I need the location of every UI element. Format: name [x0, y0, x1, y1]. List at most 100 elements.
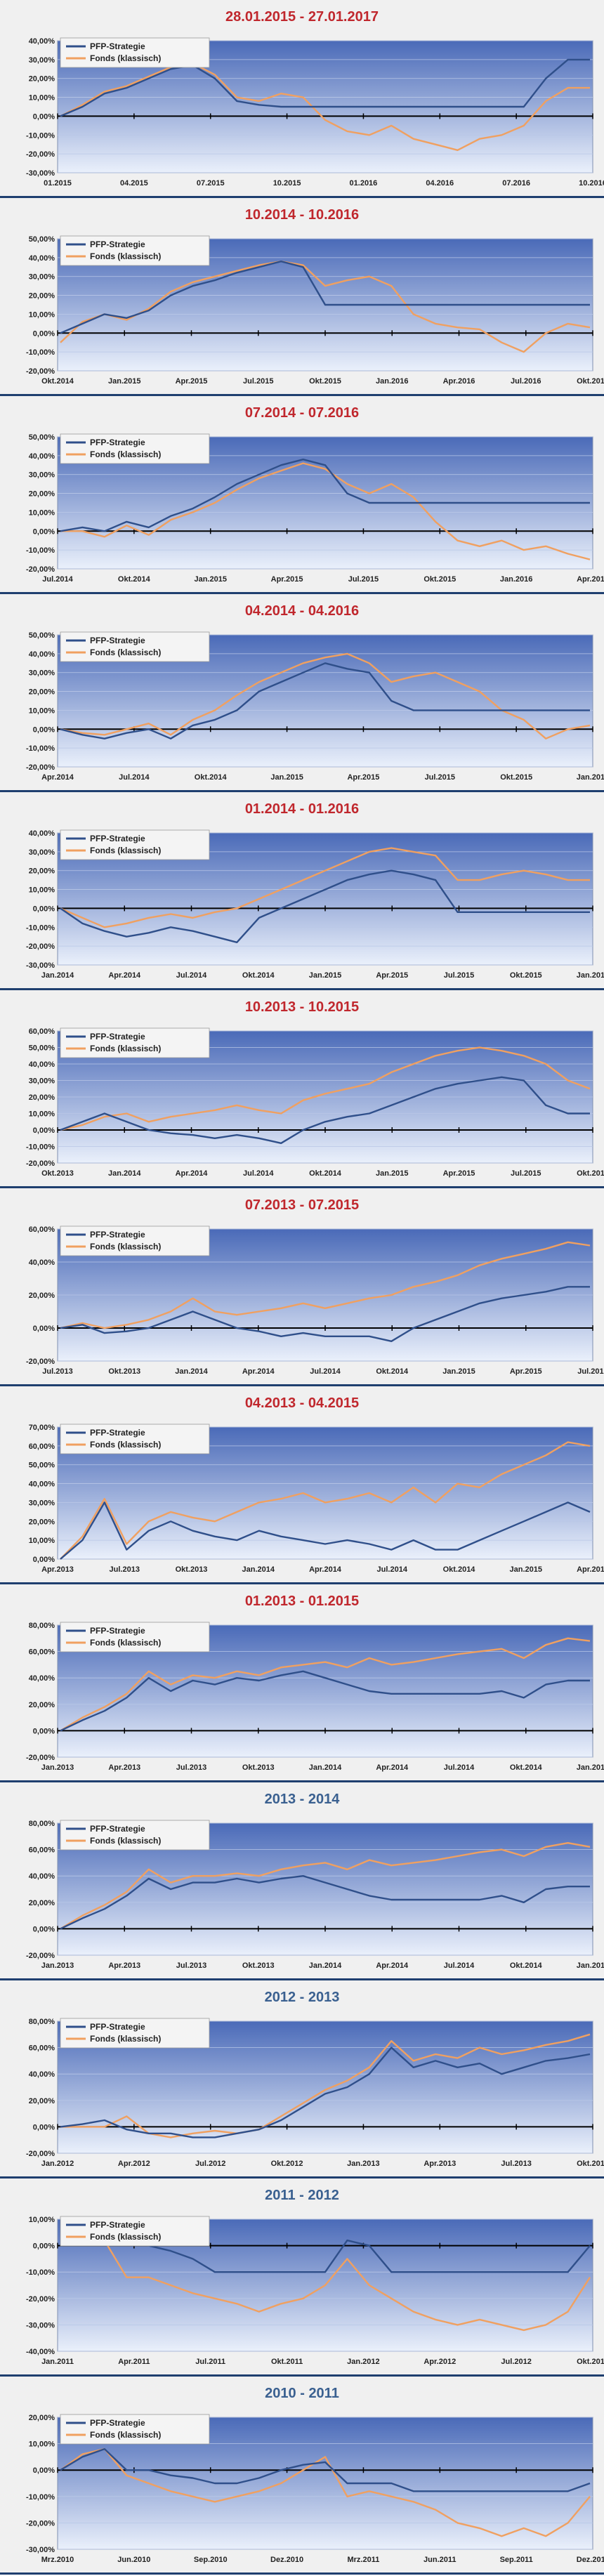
x-tick-label: Apr.2013 — [424, 2160, 456, 2168]
legend-label: Fonds (klassisch) — [90, 449, 161, 459]
series-line-pfp — [60, 458, 590, 532]
x-tick-label: Jul.2013 — [501, 2160, 531, 2168]
legend-label: Fonds (klassisch) — [90, 2430, 161, 2440]
x-tick-label: Jul.2014 — [310, 1367, 341, 1376]
y-tick-label: 80,00% — [29, 1820, 55, 1828]
x-tick-label: Mrz.2011 — [347, 2556, 379, 2564]
y-tick-label: -30,00% — [26, 2321, 55, 2329]
y-tick-label: 30,00% — [29, 669, 55, 678]
chart-title: 2010 - 2011 — [265, 2386, 339, 2401]
y-tick-label: 40,00% — [29, 829, 55, 838]
x-tick-label: Jan.2015 — [376, 1169, 408, 1178]
chart-title: 2011 - 2012 — [265, 2188, 339, 2203]
y-tick-label: 60,00% — [29, 1225, 55, 1234]
x-tick-label: Jan.2015 — [194, 575, 226, 584]
legend: PFP-Strategie Fonds (klassisch) — [60, 1622, 210, 1652]
legend: PFP-Strategie Fonds (klassisch) — [60, 1820, 210, 1851]
y-tick-label: 30,00% — [29, 1499, 55, 1507]
x-tick-label: Okt.2013 — [41, 1169, 74, 1178]
chart-title: 04.2013 - 04.2015 — [245, 1395, 359, 1411]
legend: PFP-Strategie Fonds (klassisch) — [60, 1225, 210, 1256]
series-line-fonds — [60, 847, 590, 928]
x-tick-label: Apr.2014 — [108, 971, 141, 980]
series-line-fonds — [60, 462, 591, 560]
legend-label: Fonds (klassisch) — [90, 2034, 161, 2044]
legend-box — [60, 37, 210, 68]
legend-label: Fonds (klassisch) — [90, 846, 161, 855]
x-tick-label: Apr.2014 — [376, 1961, 409, 1970]
y-tick-label: 50,00% — [29, 631, 55, 640]
x-tick-label: Apr.2015 — [443, 1169, 475, 1178]
x-tick-label: Jul.2016 — [511, 377, 541, 386]
series-line-pfp — [60, 1501, 591, 1560]
panel-separator — [0, 1582, 604, 1584]
x-tick-label: Jan.2014 — [41, 971, 74, 980]
x-tick-label: Okt.2013 — [242, 1763, 275, 1772]
x-tick-label: Okt.2014 — [443, 1565, 476, 1574]
legend-label: PFP-Strategie — [90, 239, 145, 249]
x-tick-label: Jul.2013 — [110, 1565, 140, 1574]
x-tick-label: Jan.2016 — [376, 377, 408, 386]
series-line-fonds — [60, 1441, 591, 1560]
x-tick-label: Jan.2014 — [175, 1367, 208, 1376]
y-tick-label: 0,00% — [33, 725, 55, 734]
y-tick-label: 30,00% — [29, 56, 55, 65]
y-tick-label: 0,00% — [33, 1727, 55, 1735]
y-tick-label: 0,00% — [33, 527, 55, 536]
legend-box — [60, 1027, 210, 1058]
y-tick-label: 10,00% — [29, 508, 55, 517]
y-tick-label: 0,00% — [33, 1325, 55, 1333]
y-tick-label: 50,00% — [29, 1461, 55, 1470]
legend-box — [60, 829, 210, 860]
x-tick-label: Dez.2011 — [577, 2556, 604, 2564]
y-tick-label: 0,00% — [33, 2242, 55, 2251]
y-tick-label: 10,00% — [29, 94, 55, 103]
series-line-fonds — [60, 260, 591, 353]
y-tick-label: 20,00% — [29, 292, 55, 301]
legend-label: PFP-Strategie — [90, 1824, 145, 1834]
y-tick-label: 30,00% — [29, 273, 55, 282]
x-tick-label: Sep.2010 — [194, 2556, 228, 2564]
panel-separator — [0, 1780, 604, 1782]
y-tick-label: 20,00% — [29, 1093, 55, 1102]
chart-svg: 2013 - 2014 80,00% 60,00% 40,00% 20,00% 0,00%… — [26, 1792, 604, 1970]
y-tick-label: 60,00% — [29, 1648, 55, 1657]
chart-title: 2012 - 2013 — [265, 1990, 340, 2005]
chart-title: 10.2013 - 10.2015 — [245, 999, 359, 1015]
chart-svg: 04.2014 - 04.2016 50,00% 40,00% 30,00% 20,00… — [26, 603, 604, 782]
chart-svg: 01.2013 - 01.2015 80,00% 60,00% 40,00% 20,00… — [26, 1593, 604, 1772]
y-tick-label: 0,00% — [33, 1925, 55, 1933]
x-tick-label: Apr.2015 — [271, 575, 303, 584]
y-tick-label: 10,00% — [29, 1537, 55, 1545]
y-tick-label: -10,00% — [26, 131, 55, 140]
x-tick-label: Jan.2014 — [242, 1565, 275, 1574]
legend-label: PFP-Strategie — [90, 41, 145, 51]
panel-separator — [0, 988, 604, 990]
x-tick-label: Jul.2013 — [42, 1367, 72, 1376]
y-tick-label: 10,00% — [29, 2216, 55, 2224]
panel-separator — [0, 2176, 604, 2179]
chart-svg: 10.2013 - 10.2015 60,00% 50,00% 40,00% 30,00… — [26, 999, 604, 1178]
y-tick-label: 0,00% — [33, 2123, 55, 2131]
x-tick-label: Apr.2014 — [176, 1169, 209, 1178]
y-tick-label: 40,00% — [29, 1060, 55, 1069]
panel-separator — [0, 196, 604, 198]
series-line-pfp — [60, 662, 590, 740]
y-tick-label: 40,00% — [29, 1259, 55, 1267]
x-tick-label: Okt.2013 — [577, 2160, 604, 2168]
y-tick-label: -20,00% — [26, 2295, 55, 2304]
x-tick-label: Apr.2016 — [577, 575, 604, 584]
series-line-fonds — [60, 1637, 591, 1732]
chart-svg: 2011 - 2012 10,00% 0,00% -10,00% -20,00% -30,… — [26, 2188, 604, 2366]
x-tick-label: Jan.2013 — [41, 1763, 74, 1772]
series-line-pfp — [60, 2447, 591, 2492]
x-tick-label: Jan.2013 — [41, 1961, 74, 1970]
legend-box — [60, 235, 210, 266]
legend: PFP-Strategie Fonds (klassisch) — [60, 2216, 210, 2247]
legend: PFP-Strategie Fonds (klassisch) — [60, 433, 210, 464]
legend-label: Fonds (klassisch) — [90, 251, 161, 261]
y-tick-label: -20,00% — [26, 1358, 55, 1366]
series-line-fonds — [60, 2447, 591, 2537]
y-tick-label: 20,00% — [29, 2414, 55, 2422]
x-tick-label: Jul.2014 — [444, 1961, 475, 1970]
